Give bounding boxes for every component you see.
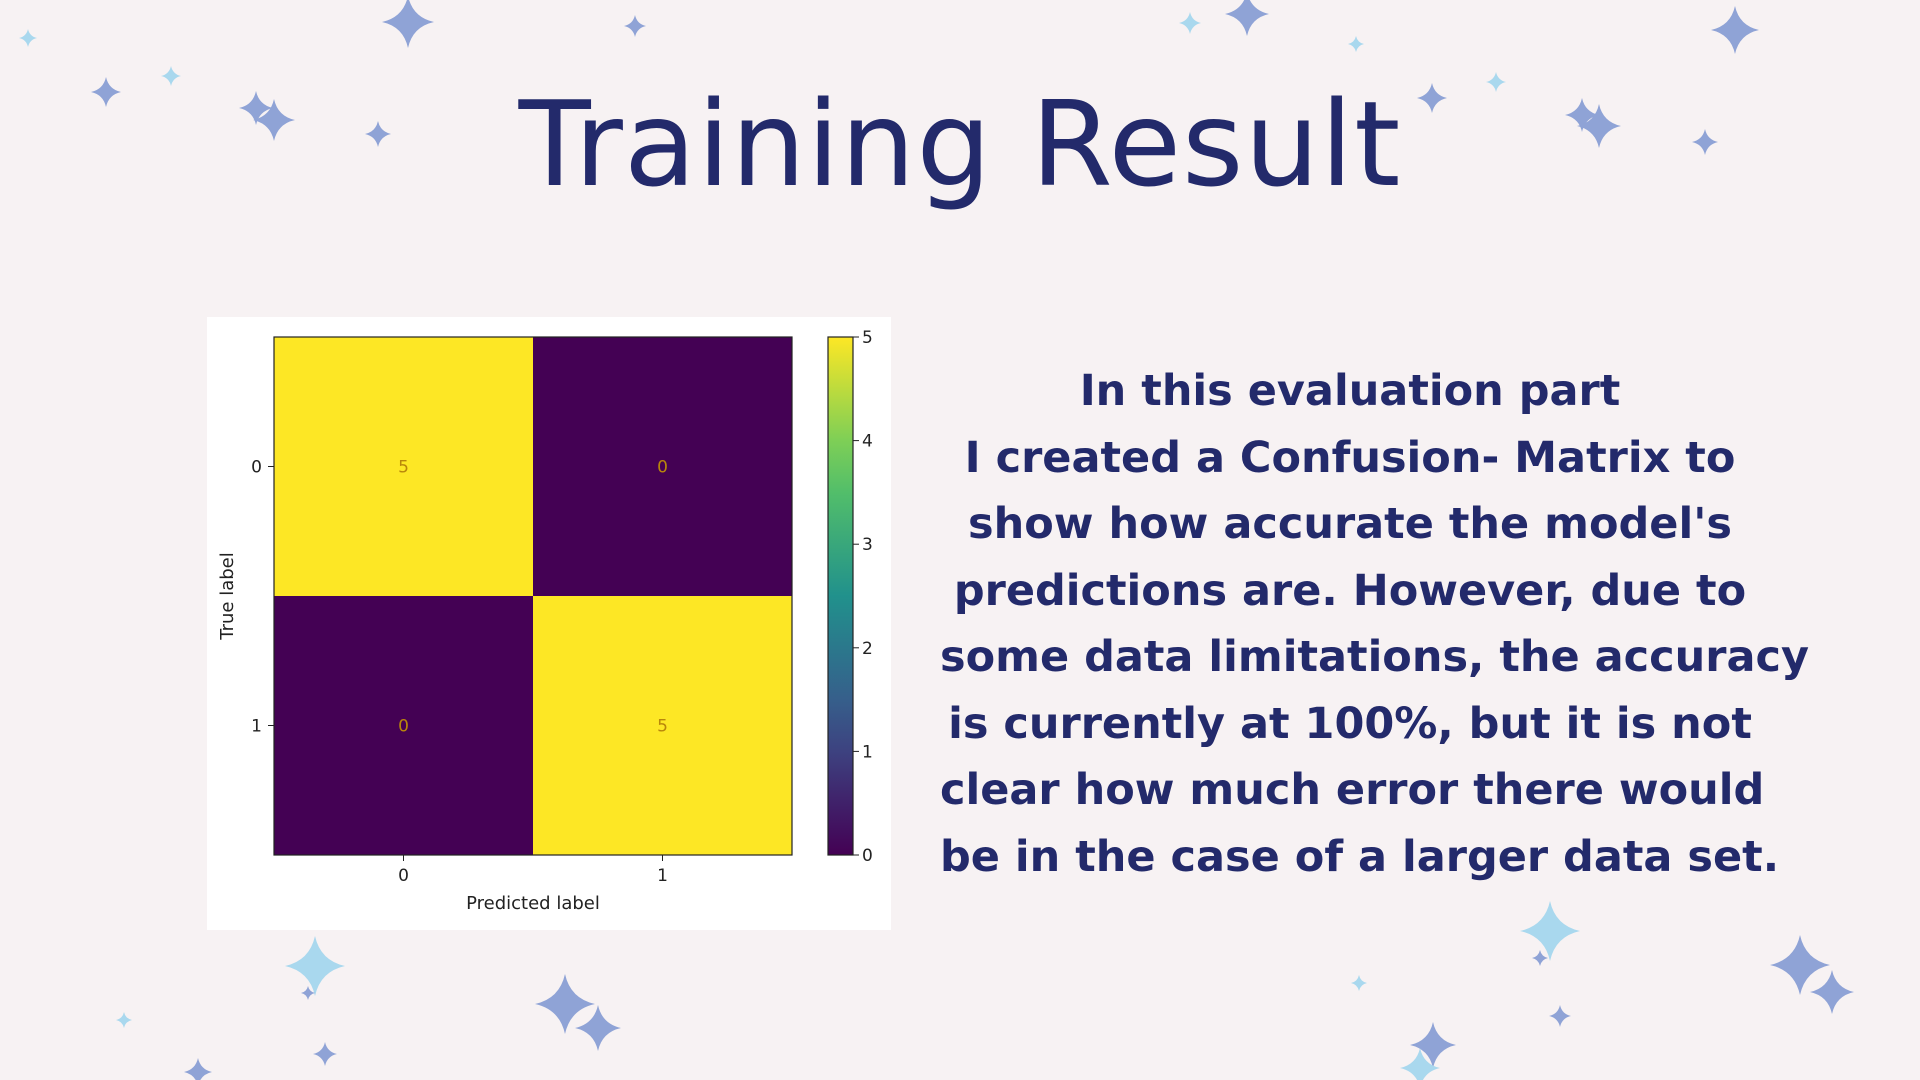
description-line: is currently at 100%, but it is not xyxy=(948,698,1752,749)
matrix-cell xyxy=(274,337,533,596)
sparkle-star-icon xyxy=(365,121,391,147)
x-tick-label: 1 xyxy=(657,866,668,886)
page-title: Training Result xyxy=(518,75,1402,213)
colorbar-tick-label: 5 xyxy=(862,328,873,348)
sparkle-star-icon xyxy=(1532,950,1548,966)
sparkle-star-icon xyxy=(1577,104,1621,148)
cell-value-label: 5 xyxy=(657,717,668,737)
sparkle-star-icon xyxy=(253,99,295,141)
confusion-matrix-chart: 5 0 0 5 0 1 0 1 Predicted label True label 0 1 2 3 4 5 xyxy=(217,328,873,914)
sparkle-star-icon xyxy=(1400,1048,1440,1080)
sparkle-star-icon xyxy=(382,0,434,48)
sparkle-star-icon xyxy=(19,29,37,47)
sparkle-star-icon xyxy=(535,974,595,1034)
sparkle-star-icon xyxy=(1417,83,1447,113)
colorbar-tick-label: 3 xyxy=(862,535,873,555)
sparkle-star-icon xyxy=(1692,129,1718,155)
description-line: predictions are. However, due to xyxy=(953,565,1747,616)
confusion-matrix-panel: 5 0 0 5 0 1 0 1 Predicted label True label 0 1 2 3 4 5 xyxy=(207,317,891,930)
sparkle-star-icon xyxy=(1225,0,1269,36)
y-tick-label: 0 xyxy=(251,458,262,478)
sparkle-star-icon xyxy=(116,1012,132,1028)
description-line: I created a Confusion- Matrix to xyxy=(964,432,1736,483)
matrix-cell xyxy=(533,596,792,855)
sparkle-star-icon xyxy=(285,936,345,996)
description-line: some data limitations, the accuracy xyxy=(940,632,1810,682)
sparkle-star-icon xyxy=(1549,1005,1571,1027)
cell-value-label: 0 xyxy=(657,458,668,478)
sparkle-star-icon xyxy=(1348,36,1364,52)
colorbar-tick-label: 1 xyxy=(862,742,873,762)
sparkle-star-icon xyxy=(1520,901,1580,961)
description-line: In this evaluation part xyxy=(1079,366,1621,416)
description-line: be in the case of a larger data set. xyxy=(940,831,1780,882)
colorbar-tick-label: 4 xyxy=(862,432,873,452)
y-tick-label: 1 xyxy=(251,717,262,737)
sparkle-star-icon xyxy=(575,1005,621,1051)
sparkle-star-icon xyxy=(313,1042,337,1066)
cell-value-label: 0 xyxy=(398,717,409,737)
colorbar xyxy=(827,336,854,856)
sparkle-star-icon xyxy=(1410,1022,1456,1068)
matrix-cell xyxy=(533,337,792,596)
matrix-frame xyxy=(273,336,793,856)
sparkle-star-icon xyxy=(1565,98,1599,132)
sparkle-star-icon xyxy=(184,1058,212,1080)
sparkle-star-icon xyxy=(301,986,315,1000)
sparkle-star-icon xyxy=(1179,12,1201,34)
sparkle-star-icon xyxy=(624,15,646,37)
description-line: clear how much error there would xyxy=(940,765,1765,815)
description-line: show how accurate the model's xyxy=(968,499,1732,549)
sparkle-star-icon xyxy=(1810,970,1854,1014)
x-axis-label: Predicted label xyxy=(466,893,600,914)
description-text: In this evaluation part I created a Conf… xyxy=(940,358,1810,890)
sparkle-star-icon xyxy=(161,66,181,86)
sparkle-star-icon xyxy=(1486,72,1506,92)
sparkle-star-icon xyxy=(91,77,121,107)
y-axis-label: True label xyxy=(217,552,238,641)
sparkle-star-icon xyxy=(1351,975,1367,991)
matrix-cell xyxy=(274,596,533,855)
colorbar-tick-label: 0 xyxy=(862,846,873,866)
sparkle-star-icon xyxy=(1770,935,1830,995)
x-tick-label: 0 xyxy=(398,866,409,886)
colorbar-tick-label: 2 xyxy=(862,639,873,659)
cell-value-label: 5 xyxy=(398,458,409,478)
sparkle-star-icon xyxy=(1711,6,1759,54)
sparkle-star-icon xyxy=(239,91,273,125)
